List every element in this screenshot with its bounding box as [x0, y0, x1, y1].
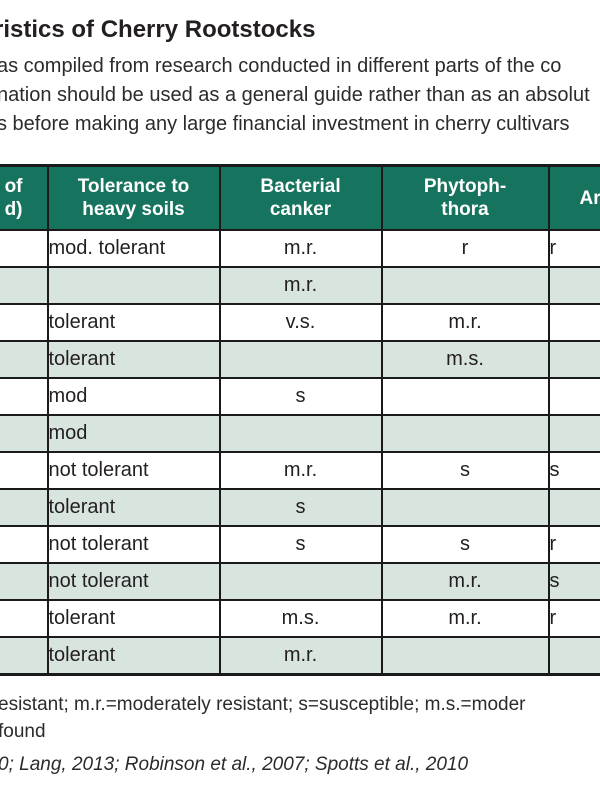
table-cell	[46, 266, 221, 305]
table-row: tolerant v.s. m.r.	[0, 303, 600, 342]
table-cell: s	[547, 562, 600, 601]
legend-line: esistant; m.r.=moderately resistant; s=s…	[0, 693, 526, 715]
table-cell: tolerant	[46, 488, 221, 527]
table-row: mod. tolerant m.r. r r	[0, 229, 600, 268]
table-cell: m.r.	[380, 599, 550, 638]
intro-paragraph: as compiled from research conducted in d…	[0, 52, 600, 139]
col-header-bacterial-canker: Bacterial canker	[218, 164, 383, 231]
table-cell	[0, 599, 49, 638]
table-cell	[380, 488, 550, 527]
table-cell: m.r.	[380, 303, 550, 342]
blank-note-line: found	[0, 720, 46, 742]
rootstock-table-container: of d) Tolerance to heavy soils Bacterial…	[0, 164, 600, 676]
table-cell: not tolerant	[46, 562, 221, 601]
footnotes: esistant; m.r.=moderately resistant; s=s…	[0, 691, 600, 778]
table-cell	[218, 562, 383, 601]
table-cell: s	[380, 525, 550, 564]
intro-line: as compiled from research conducted in d…	[0, 55, 562, 77]
table-cell: mod. tolerant	[46, 229, 221, 268]
table-cell: m.r.	[380, 562, 550, 601]
table-row: tolerant m.s. m.r. r	[0, 599, 600, 638]
table-cell: s	[380, 451, 550, 490]
table-row: tolerant s	[0, 488, 600, 527]
col-header-phytophthora: Phytoph- thora	[380, 164, 550, 231]
table-cell	[547, 266, 600, 305]
table-cell: tolerant	[46, 340, 221, 379]
table-cell	[0, 562, 49, 601]
table-cell: r	[547, 525, 600, 564]
table-cell: not tolerant	[46, 451, 221, 490]
rootstock-table: of d) Tolerance to heavy soils Bacterial…	[0, 164, 600, 676]
table-cell: s	[218, 488, 383, 527]
table-cell: s	[218, 377, 383, 416]
table-row: not tolerant m.r. s	[0, 562, 600, 601]
table-cell: mod	[46, 414, 221, 453]
table-cell: r	[380, 229, 550, 268]
table-cell: m.r.	[218, 229, 383, 268]
table-cell: s	[547, 451, 600, 490]
table-cell: tolerant	[46, 636, 221, 675]
table-cell: tolerant	[46, 599, 221, 638]
table-row: mod	[0, 414, 600, 453]
table-cell: m.r.	[218, 451, 383, 490]
table-body: mod. tolerant m.r. r r m.r. tolerant v.s. m.r. t…	[0, 229, 600, 675]
table-cell	[547, 414, 600, 453]
table-cell	[218, 414, 383, 453]
table-cell: not tolerant	[46, 525, 221, 564]
table-header-row: of d) Tolerance to heavy soils Bacterial…	[0, 164, 600, 231]
table-cell: m.s.	[218, 599, 383, 638]
table-cell	[0, 525, 49, 564]
table-cell: m.s.	[380, 340, 550, 379]
table-cell	[218, 340, 383, 379]
page-title: ristics of Cherry Rootstocks	[0, 16, 316, 43]
table-cell	[547, 636, 600, 675]
page: ristics of Cherry Rootstocks as compiled…	[0, 16, 600, 778]
table-cell	[0, 266, 49, 305]
table-cell: s	[218, 525, 383, 564]
table-cell	[547, 303, 600, 342]
table-row: tolerant m.s.	[0, 340, 600, 379]
table-cell	[0, 229, 49, 268]
table-cell	[0, 377, 49, 416]
table-cell	[380, 377, 550, 416]
table-cell: mod	[46, 377, 221, 416]
col-header-tolerance-heavy-soils: Tolerance to heavy soils	[46, 164, 221, 231]
table-cell	[547, 340, 600, 379]
table-cell	[547, 488, 600, 527]
table-cell	[0, 414, 49, 453]
table-row: not tolerant m.r. s s	[0, 451, 600, 490]
table-cell	[0, 340, 49, 379]
table-cell: m.r.	[218, 266, 383, 305]
intro-line: nation should be used as a general guide…	[0, 84, 590, 106]
table-cell: tolerant	[46, 303, 221, 342]
table-cell: r	[547, 229, 600, 268]
table-cell	[0, 488, 49, 527]
table-cell	[380, 636, 550, 675]
table-cell: r	[547, 599, 600, 638]
table-row: m.r.	[0, 266, 600, 305]
table-row: tolerant m.r.	[0, 636, 600, 675]
table-cell	[0, 303, 49, 342]
table-cell	[380, 414, 550, 453]
intro-line: s before making any large financial inve…	[0, 113, 570, 135]
sources-line: 0; Lang, 2013; Robinson et al., 2007; Sp…	[0, 753, 469, 775]
table-cell: v.s.	[218, 303, 383, 342]
table-row: not tolerant s s r	[0, 525, 600, 564]
col-header-cropped-left: of d)	[0, 164, 49, 231]
table-cell	[380, 266, 550, 305]
col-header-cropped-right: Ar	[547, 164, 600, 231]
table-cell: m.r.	[218, 636, 383, 675]
table-cell	[0, 451, 49, 490]
table-cell	[547, 377, 600, 416]
table-cell	[0, 636, 49, 675]
table-row: mod s	[0, 377, 600, 416]
